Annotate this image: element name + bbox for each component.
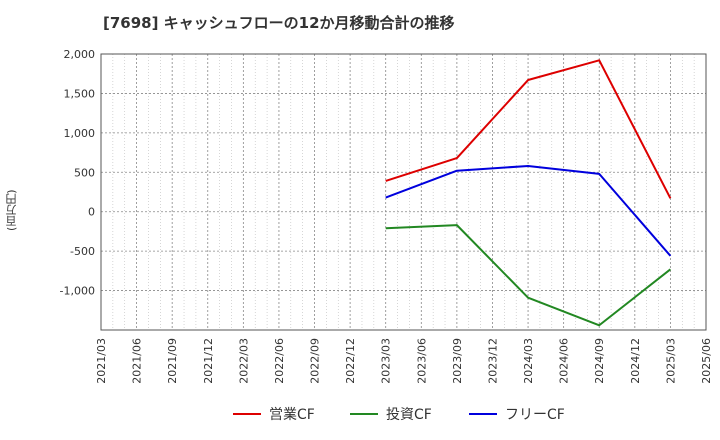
x-tick-label: 2024/12 [629, 338, 642, 384]
x-tick-label: 2021/06 [131, 338, 144, 384]
x-tick-label: 2022/06 [273, 338, 286, 384]
x-tick-label: 2024/06 [558, 338, 571, 384]
x-tick-label: 2023/12 [486, 338, 499, 384]
y-tick-label: 500 [74, 166, 95, 179]
y-tick-label: 0 [88, 206, 95, 219]
series-line-営業CF [385, 59, 672, 199]
x-tick-label: 2024/09 [593, 338, 606, 384]
legend: 営業CF 投資CF フリーCF [233, 407, 565, 423]
y-tick-label: 1,500 [64, 87, 96, 100]
legend-label: 投資CF [386, 407, 432, 423]
x-tick-label: 2023/06 [415, 338, 428, 384]
y-tick-label: 1,000 [64, 127, 96, 140]
x-tick-label: 2022/09 [309, 338, 322, 384]
x-tick-label: 2023/03 [380, 338, 393, 384]
x-tick-label: 2025/03 [664, 338, 677, 384]
x-tick-label: 2021/03 [95, 338, 108, 384]
x-tick-label: 2025/06 [700, 338, 713, 384]
x-tick-label: 2021/09 [166, 338, 179, 384]
legend-label: 営業CF [269, 407, 315, 423]
x-tick-label: 2023/09 [451, 338, 464, 384]
series-lines [385, 59, 672, 327]
x-tick-label: 2021/12 [202, 338, 215, 384]
series-line-投資CF [385, 224, 672, 327]
x-tick-label: 2022/03 [237, 338, 250, 384]
series-line-フリーCF [385, 164, 672, 257]
legend-label: フリーCF [505, 407, 565, 423]
chart-title: [7698] キャッシュフローの12か月移動合計の推移 [103, 14, 455, 32]
y-tick-label: -500 [70, 245, 95, 258]
y-tick-label: -1,000 [60, 285, 95, 298]
x-tick-label: 2024/03 [522, 338, 535, 384]
x-tick-label: 2022/12 [344, 338, 357, 384]
y-tick-labels: 2,000 1,500 1,000 500 0 -500 -1,000 [60, 48, 95, 298]
x-tick-labels: 2021/03 2021/06 2021/09 2021/12 2022/03 2022/… [95, 338, 713, 384]
plot-area-border [100, 53, 707, 331]
y-tick-label: 2,000 [64, 48, 96, 61]
